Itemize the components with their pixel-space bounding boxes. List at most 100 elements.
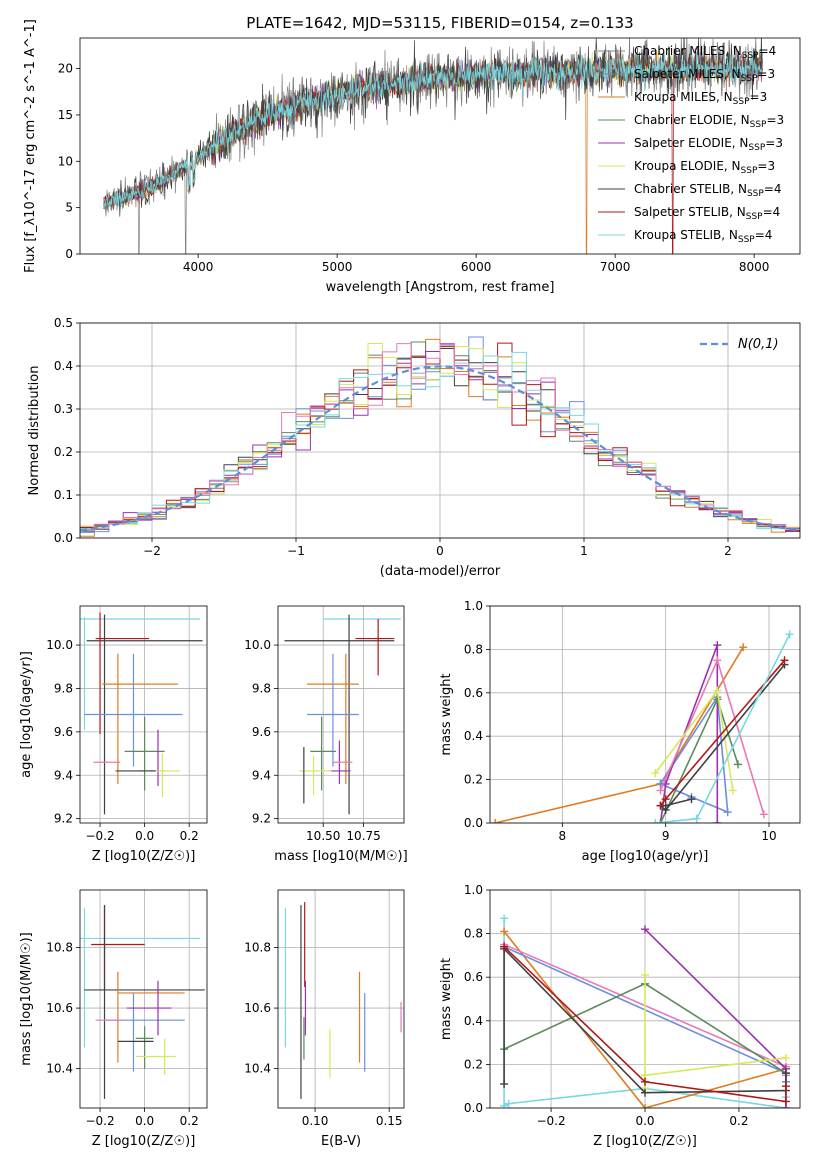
mass-vs-EBV-errorbars [284, 902, 402, 1099]
spectrum-line [103, 46, 763, 210]
y-tick-label: 0.6 [464, 686, 483, 700]
x-tick-label: 5000 [322, 260, 353, 274]
y-tick-label: 0.6 [464, 970, 483, 984]
age-vs-mass-errorbars [284, 614, 401, 815]
y-tick-label: 15 [58, 108, 73, 122]
y-tick-label: 1.0 [464, 599, 483, 613]
x-axis-label: mass [log10(M/M☉)] [274, 849, 407, 864]
weight-marker [713, 686, 722, 695]
legend-subscript: SSP [741, 166, 758, 176]
y-tick-label: 20 [58, 62, 73, 76]
x-tick-label: 10.50 [306, 829, 340, 843]
x-tick-label: 1 [580, 544, 588, 558]
y-axis-label: age [log10(age/yr)] [19, 651, 34, 778]
legend-value: =3 [750, 90, 768, 104]
mass-vs-EBV-frame [277, 889, 405, 1109]
massweight-vs-age-axes: 8 9 10 0.0 0.2 0.4 0.6 0.8 1.0 age [log10(age/yr)… [439, 599, 800, 864]
x-tick-label: −2 [143, 544, 161, 558]
x-tick-label: 8 [559, 829, 567, 843]
x-tick-label: 0.2 [729, 1114, 748, 1128]
legend-value: =3 [757, 67, 775, 81]
legend-label: Kroupa STELIB, NSSP=4 [634, 228, 772, 245]
mass-vs-Z-grid [80, 890, 207, 1108]
y-tick-label: 9.4 [252, 768, 271, 782]
y-tick-label: 10.8 [244, 941, 271, 955]
legend-subscript: SSP [747, 189, 764, 199]
weight-marker [641, 1104, 649, 1108]
massweight-vs-Z-axes: −0.2 0.0 0.2 0.0 0.2 0.4 0.6 0.8 1.0 Z [log10(Z/Z… [439, 883, 800, 1149]
legend-value: =4 [763, 205, 781, 219]
y-tick-label: 0.8 [464, 927, 483, 941]
x-tick-label: 10 [761, 829, 776, 843]
y-tick-label: 0.3 [54, 402, 73, 416]
legend-label: Chabrier STELIB, NSSP=4 [634, 182, 782, 199]
age-vs-mass-grid [278, 606, 404, 823]
weight-marker [723, 808, 732, 817]
x-tick-label: 0.2 [180, 1114, 199, 1128]
weight-marker [687, 795, 696, 804]
legend-value: =3 [765, 136, 783, 150]
y-tick-label: 0.4 [464, 1014, 483, 1028]
y-tick-label: 0.2 [54, 445, 73, 459]
x-tick-label: 4000 [183, 260, 214, 274]
legend-label: Salpeter MILES, NSSP=3 [634, 67, 775, 84]
weight-line [659, 664, 786, 812]
x-tick-label: −1 [287, 544, 305, 558]
spectrum-frame [79, 37, 801, 255]
weight-marker [739, 643, 748, 652]
legend-subscript: SSP [748, 143, 765, 153]
y-tick-label: 0.0 [464, 1101, 483, 1115]
y-tick-label: 9.2 [54, 812, 73, 826]
histogram-step [80, 342, 800, 538]
massweight-vs-Z-lines [500, 914, 790, 1108]
massweight-vs-age-grid [490, 605, 800, 824]
x-axis-label: (data-model)/error [380, 564, 501, 579]
y-tick-label: 0 [65, 247, 73, 261]
weight-marker [504, 1099, 513, 1108]
figure-title: PLATE=1642, MJD=53115, FIBERID=0154, z=0… [246, 14, 633, 32]
weight-marker [651, 769, 660, 778]
weight-marker [785, 630, 794, 639]
y-tick-label: 10.8 [46, 941, 73, 955]
y-tick-label: 0.4 [464, 729, 483, 743]
y-tick-label: 0.2 [464, 1057, 483, 1071]
y-tick-label: 1.0 [464, 883, 483, 897]
weight-marker [780, 656, 789, 665]
x-axis-label: age [log10(age/yr)] [582, 849, 709, 864]
legend-label: N(0,1) [738, 337, 779, 352]
weight-marker [500, 1101, 509, 1108]
legend-label: Salpeter ELODIE, NSSP=3 [634, 136, 783, 153]
y-tick-label: 5 [65, 201, 73, 215]
y-axis-label: mass weight [439, 958, 454, 1040]
spectrum-legend: Chabrier MILES, NSSP=4 Salpeter MILES, NS… [598, 44, 784, 245]
y-tick-label: 0.1 [54, 488, 73, 502]
y-axis-label: Normed distribution [27, 366, 42, 496]
weight-marker [500, 1080, 509, 1089]
legend-value: =4 [759, 44, 777, 58]
weight-marker [713, 819, 722, 823]
weight-marker [661, 801, 670, 810]
weight-marker [641, 971, 649, 980]
y-tick-label: 0.0 [464, 816, 483, 830]
massweight-vs-age-lines [491, 630, 794, 823]
y-tick-label: 10.4 [244, 1062, 271, 1076]
mass-vs-Z-axes: −0.2 0.0 0.2 10.4 10.6 10.8 Z [log10(Z/Z☉)] mas… [19, 890, 207, 1149]
massweight-vs-age-frame [489, 605, 801, 824]
weight-marker [651, 819, 660, 823]
y-tick-label: 0.4 [54, 359, 73, 373]
weight-marker [759, 810, 768, 819]
legend-label: Kroupa ELODIE, NSSP=3 [634, 159, 775, 176]
weight-line [665, 798, 692, 807]
histogram-step [80, 351, 800, 538]
legend-subscript: SSP [738, 235, 755, 245]
legend-value: =3 [766, 113, 784, 127]
residual-histograms [80, 336, 800, 538]
legend-value: =4 [764, 182, 782, 196]
x-tick-label: 8000 [739, 260, 770, 274]
age-vs-Z-frame [79, 605, 208, 824]
normal-curve [80, 365, 798, 532]
y-tick-label: 0.5 [54, 316, 73, 330]
x-tick-label: −0.2 [85, 1114, 114, 1128]
y-tick-label: 9.6 [54, 725, 73, 739]
